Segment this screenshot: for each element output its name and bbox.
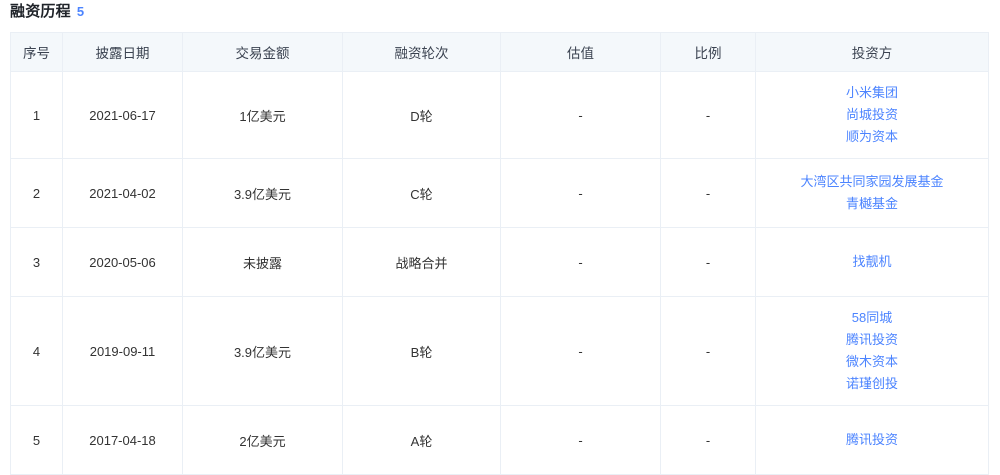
cell-valuation: - — [500, 71, 661, 159]
cell-no: 3 — [10, 227, 63, 297]
cell-amount: 3.9亿美元 — [182, 158, 343, 228]
investor-link[interactable]: 青樾基金 — [845, 196, 898, 211]
cell-investors: 小米集团尚城投资顺为资本 — [755, 71, 989, 159]
investor-link[interactable]: 58同城 — [851, 310, 893, 325]
cell-valuation: - — [500, 227, 661, 297]
cell-investors: 找靓机 — [755, 227, 989, 297]
cell-valuation: - — [500, 158, 661, 228]
cell-ratio: - — [660, 405, 756, 475]
cell-round: 战略合并 — [342, 227, 501, 297]
table-body: 1 2021-06-17 1亿美元 D轮 - - 小米集团 尚城投资 顺为资本 2 2021-04-… — [10, 71, 989, 475]
investor-link[interactable]: 顺为资本 — [845, 129, 898, 144]
investor-link[interactable]: 找靓机 — [852, 254, 892, 269]
cell-date: 2021-04-02 — [62, 158, 183, 228]
column-header-investors: 投资方 — [755, 32, 989, 72]
investor-link[interactable]: 诺瑾创投 — [845, 376, 898, 391]
column-header-date: 披露日期 — [62, 32, 183, 72]
investor-link[interactable]: 腾讯投资 — [845, 432, 898, 447]
investor-link[interactable]: 小米集团 — [845, 85, 898, 100]
cell-no: 2 — [10, 158, 63, 228]
cell-round: D轮 — [342, 71, 501, 159]
cell-amount: 未披露 — [182, 227, 343, 297]
table-row: 5 2017-04-18 2亿美元 A轮 - - 腾讯投资 — [10, 405, 989, 475]
investor-link[interactable]: 微木资本 — [845, 354, 898, 369]
cell-ratio: - — [660, 71, 756, 159]
column-header-ratio: 比例 — [660, 32, 756, 72]
cell-amount: 1亿美元 — [182, 71, 343, 159]
table-header-row: 序号 披露日期 交易金额 融资轮次 估值 比例 投资方 — [10, 32, 989, 72]
cell-no: 5 — [10, 405, 63, 475]
cell-investors: 腾讯投资 — [755, 405, 989, 475]
cell-date: 2017-04-18 — [62, 405, 183, 475]
column-header-amount: 交易金额 — [182, 32, 343, 72]
table-header: 序号 披露日期 交易金额 融资轮次 估值 比例 投资方 — [10, 32, 989, 72]
cell-date: 2020-05-06 — [62, 227, 183, 297]
investor-link[interactable]: 大湾区共同家园发展基金 — [800, 174, 944, 189]
funding-history-table: 序号 披露日期 交易金额 融资轮次 估值 比例 投资方 1 2021-06-17 1… — [10, 32, 989, 475]
cell-valuation: - — [500, 296, 661, 406]
column-header-valuation: 估值 — [500, 32, 661, 72]
investor-link[interactable]: 尚城投资 — [845, 107, 898, 122]
cell-amount: 2亿美元 — [182, 405, 343, 475]
cell-round: B轮 — [342, 296, 501, 406]
investor-link[interactable]: 腾讯投资 — [845, 332, 898, 347]
cell-date: 2019-09-11 — [62, 296, 183, 406]
cell-round: A轮 — [342, 405, 501, 475]
column-header-no: 序号 — [10, 32, 63, 72]
cell-ratio: - — [660, 227, 756, 297]
cell-amount: 3.9亿美元 — [182, 296, 343, 406]
table-row: 3 2020-05-06 未披露 战略合并 - - 找靓机 — [10, 227, 989, 297]
cell-round: C轮 — [342, 158, 501, 228]
cell-ratio: - — [660, 158, 756, 228]
cell-valuation: - — [500, 405, 661, 475]
cell-no: 4 — [10, 296, 63, 406]
table-row: 1 2021-06-17 1亿美元 D轮 - - 小米集团 尚城投资 顺为资本 — [10, 71, 989, 159]
page-title: 融资历程 — [10, 3, 71, 20]
cell-investors: 58同城腾讯投资微木资本诺瑾创投 — [755, 296, 989, 406]
funding-history-table-wrapper: 序号 披露日期 交易金额 融资轮次 估值 比例 投资方 1 2021-06-17 1… — [10, 32, 989, 475]
section-title: 融资历程 5 — [10, 2, 84, 22]
column-header-round: 融资轮次 — [342, 32, 501, 72]
cell-ratio: - — [660, 296, 756, 406]
cell-no: 1 — [10, 71, 63, 159]
table-row: 2 2021-04-02 3.9亿美元 C轮 - - 大湾区共同家园发展基金 青樾基金 — [10, 158, 989, 228]
table-row: 4 2019-09-11 3.9亿美元 B轮 - -58同城 腾讯投资 微木资本 诺瑾创投 — [10, 296, 989, 406]
cell-investors: 大湾区共同家园发展基金 青樾基金 — [755, 158, 989, 228]
cell-date: 2021-06-17 — [62, 71, 183, 159]
record-count-badge: 5 — [76, 4, 85, 19]
